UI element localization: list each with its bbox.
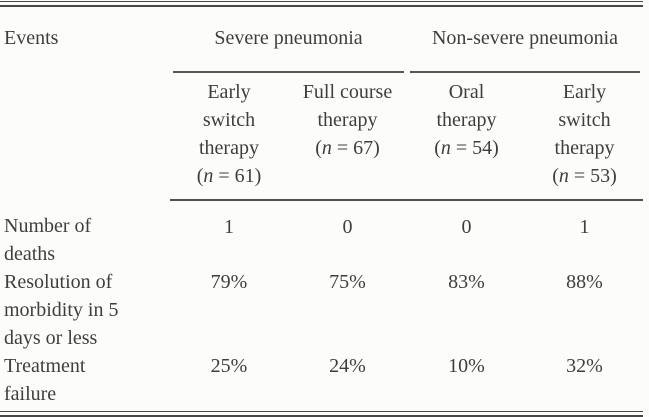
cell-value: 0 [461, 216, 472, 238]
cell-value: 1 [579, 216, 590, 238]
row-label: Resolution of morbidity in 5 days or les… [4, 271, 119, 349]
column-header-early-switch-non-severe: Early switch therapy (n = 53) [526, 73, 644, 201]
subheader-row: Early switch therapy (n = 61) Full cours… [0, 73, 644, 201]
table-row-resolution-of-morbidity: Resolution of morbidity in 5 days or les… [0, 268, 643, 352]
cell-value: 24% [329, 355, 366, 377]
group-header-severe-label: Severe pneumonia [214, 27, 363, 49]
table-row-number-of-deaths: Number of deaths 1 0 0 1 [0, 200, 643, 268]
row-label: Treatment failure [4, 355, 86, 405]
column-header-early-switch-severe: Early switch therapy (n = 61) [170, 73, 288, 201]
subheader-title: Early switch therapy [199, 81, 259, 159]
cell-value: 1 [224, 216, 234, 238]
subheader-n-note: (n = 53) [552, 165, 617, 187]
pneumonia-outcomes-table: Events Severe pneumonia Non-severe pneum… [0, 7, 644, 408]
subheader-title: Oral therapy [436, 81, 497, 131]
cell-value: 0 [342, 216, 353, 238]
cell-value: 75% [329, 271, 366, 293]
group-header-row: Events Severe pneumonia Non-severe pneum… [0, 7, 643, 73]
subheader-n-note: (n = 54) [434, 137, 499, 159]
subheader-title: Full course therapy [302, 81, 393, 131]
top-double-rule [0, 1, 643, 7]
cell-value: 79% [210, 271, 248, 293]
group-header-non-severe-pneumonia: Non-severe pneumonia [407, 7, 643, 73]
cell-value: 25% [210, 355, 248, 377]
group-header-severe-pneumonia: Severe pneumonia [170, 7, 407, 73]
column-header-oral-therapy: Oral therapy (n = 54) [407, 73, 526, 201]
subheader-n-note: (n = 67) [315, 137, 380, 159]
cell-value: 88% [566, 271, 603, 293]
group-header-non-severe-label: Non-severe pneumonia [431, 27, 619, 49]
table-row-treatment-failure: Treatment failure 25% 24% 10% 32% [0, 352, 643, 408]
cell-value: 32% [566, 355, 603, 377]
column-header-full-course: Full course therapy (n = 67) [288, 73, 407, 201]
bottom-double-rule [0, 411, 643, 417]
subheader-title: Early switch therapy [554, 81, 615, 159]
row-label: Number of deaths [4, 215, 92, 265]
column-header-events: Events [4, 27, 59, 49]
cell-value: 10% [448, 355, 485, 377]
cell-value: 83% [448, 271, 485, 293]
subheader-n-note: (n = 61) [196, 165, 262, 187]
